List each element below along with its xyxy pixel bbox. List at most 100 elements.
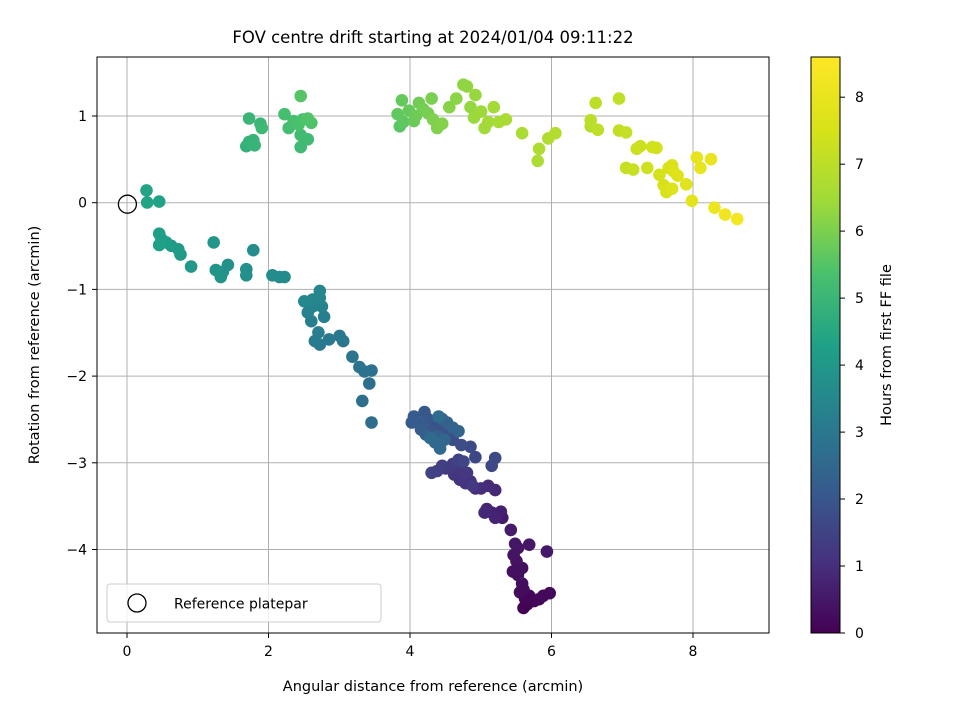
scatter-point <box>395 94 409 107</box>
colorbar-tick-label: 2 <box>855 492 864 508</box>
colorbar-tick-label: 0 <box>855 626 864 642</box>
y-tick-label-m3: −3 <box>66 456 87 472</box>
scatter-point <box>478 506 491 519</box>
scatter-point <box>474 105 488 118</box>
colorbar-tick-label: 5 <box>855 291 864 307</box>
y-tick-label-m4: −4 <box>66 543 87 559</box>
legend-marker-icon <box>127 593 147 613</box>
scatter-point <box>504 523 518 537</box>
colorbar-tick-label: 4 <box>855 358 864 374</box>
reference-platepar-marker <box>117 194 138 214</box>
scatter-point <box>591 123 605 137</box>
scatter-point <box>584 113 597 127</box>
scatter-point <box>294 89 308 103</box>
scatter-point <box>140 196 154 209</box>
scatter-point <box>690 151 704 164</box>
x-tick-label-4: 4 <box>406 644 415 660</box>
scatter-point <box>443 100 456 114</box>
scatter-point <box>531 154 544 168</box>
colorbar-tick-label: 7 <box>855 157 864 173</box>
scatter-point <box>242 112 256 125</box>
scatter-point <box>457 455 470 468</box>
scatter-point <box>650 141 663 155</box>
scatter-point <box>209 263 223 277</box>
scatter-point <box>508 537 522 551</box>
scatter-point <box>488 511 502 525</box>
scatter-point <box>694 161 707 175</box>
scatter-point <box>634 139 647 153</box>
scatter-point <box>549 126 562 140</box>
scatter-point <box>140 184 153 197</box>
scatter-point <box>298 295 311 308</box>
scatter-point <box>435 117 449 130</box>
scatter-point <box>365 364 378 377</box>
scatter-point <box>704 152 718 166</box>
x-axis-label: Angular distance from reference (arcmin) <box>283 679 583 695</box>
scatter-point <box>488 451 502 465</box>
scatter-point <box>469 450 482 464</box>
x-tick-label-0: 0 <box>123 644 132 660</box>
scatter-point <box>522 538 536 551</box>
scatter-point <box>619 126 633 139</box>
scatter-point <box>418 405 431 419</box>
scatter-point <box>718 208 732 221</box>
scatter-point <box>481 115 495 129</box>
x-ticks <box>126 633 694 638</box>
scatter-point <box>685 194 699 208</box>
scatter-point <box>317 310 331 324</box>
chart-title: FOV centre drift starting at 2024/01/04 … <box>232 28 633 47</box>
x-tick-label-2: 2 <box>264 644 273 660</box>
scatter-point <box>708 201 721 214</box>
colorbar: 0 1 2 3 4 5 6 7 8 Hours from first FF file <box>810 56 895 642</box>
scatter-point <box>255 121 269 135</box>
legend-box <box>106 583 382 623</box>
colorbar-tick-label: 6 <box>855 224 864 240</box>
scatter-point <box>425 92 438 105</box>
x-grid <box>126 57 694 633</box>
scatter-point <box>730 212 744 226</box>
scatter-point <box>312 326 325 339</box>
scatter-point <box>346 350 359 364</box>
plot-frame <box>96 56 770 634</box>
scatter-point <box>184 260 198 273</box>
scatter-point <box>322 333 336 346</box>
y-tick-label-1: 1 <box>78 109 87 125</box>
colorbar-ticks: 0 1 2 3 4 5 6 7 8 <box>840 90 864 642</box>
colorbar-tick-label: 1 <box>855 559 864 575</box>
scatter-point <box>460 466 474 480</box>
scatter-points <box>140 78 744 615</box>
scatter-point <box>671 169 684 182</box>
colorbar-label: Hours from first FF file <box>879 264 895 426</box>
scatter-point <box>353 360 366 374</box>
scatter-point <box>207 236 220 249</box>
y-tick-label-m2: −2 <box>66 369 87 385</box>
y-tick-label-0: 0 <box>78 196 87 212</box>
scatter-point <box>612 92 626 105</box>
scatter-point <box>460 80 474 93</box>
scatter-point <box>247 243 260 257</box>
scatter-point <box>266 269 279 282</box>
scatter-point <box>469 88 482 102</box>
scatter-point <box>278 107 291 121</box>
colorbar-tick-label: 3 <box>855 425 864 441</box>
scatter-point <box>626 163 640 176</box>
x-tick-labels: 0 2 4 6 8 <box>123 644 698 660</box>
scatter-point <box>543 586 556 600</box>
scatter-point <box>487 100 501 114</box>
scatter-point <box>532 142 546 156</box>
y-ticks <box>92 115 97 550</box>
scatter-point <box>466 479 479 493</box>
legend-label: Reference platepar <box>174 597 308 613</box>
legend: Reference platepar <box>106 583 382 623</box>
scatter-point <box>464 100 477 114</box>
scatter-point <box>452 424 465 438</box>
colorbar-gradient <box>810 56 841 634</box>
scatter-point <box>540 545 554 558</box>
scatter-point <box>432 410 446 423</box>
scatter-point <box>313 284 327 298</box>
scatter-point <box>152 227 166 240</box>
scatter-point <box>301 112 315 125</box>
scatter-point <box>240 262 253 276</box>
scatter-point <box>365 416 378 429</box>
